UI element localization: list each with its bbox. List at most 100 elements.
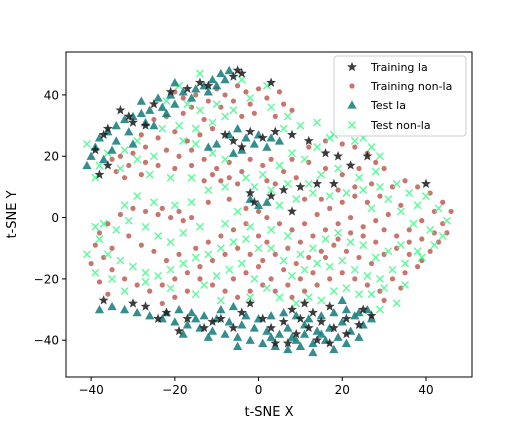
data-point-x <box>166 265 175 274</box>
data-point-x <box>367 290 376 299</box>
data-point-star <box>308 307 318 317</box>
data-point-x <box>275 201 284 210</box>
data-point-star <box>266 322 277 333</box>
legend-triangle-icon <box>347 100 357 109</box>
legend-item-training-non-la: Training non-la <box>349 80 452 93</box>
data-point-triangle <box>212 81 222 90</box>
data-point-star <box>245 126 256 136</box>
data-point-triangle <box>99 154 109 163</box>
data-point-star <box>232 65 243 75</box>
data-point-x <box>120 287 129 296</box>
data-point-x <box>128 262 137 271</box>
data-point-circle <box>172 129 178 135</box>
data-point-x <box>371 167 380 176</box>
data-point-circle <box>444 230 450 236</box>
data-point-circle <box>352 184 358 190</box>
data-point-circle <box>159 300 165 307</box>
data-point-circle <box>272 288 278 294</box>
data-point-triangle <box>354 332 364 341</box>
data-point-triangle <box>178 329 188 338</box>
data-point-circle <box>260 257 266 264</box>
data-point-circle <box>339 172 345 178</box>
data-point-star <box>320 147 331 158</box>
data-point-x <box>195 106 204 115</box>
data-point-triangle <box>107 301 117 311</box>
legend-star-icon <box>347 61 357 72</box>
data-point-triangle <box>128 139 138 148</box>
data-point-star <box>291 328 302 339</box>
data-point-x <box>283 231 292 240</box>
data-point-triangle <box>299 329 310 338</box>
data-point-circle <box>235 245 241 251</box>
data-point-circle <box>297 276 303 282</box>
data-point-x <box>133 192 142 201</box>
data-point-circle <box>247 101 253 107</box>
data-point-star <box>215 313 226 323</box>
data-point-circle <box>348 230 354 236</box>
data-point-star <box>140 120 151 130</box>
data-point-triangle <box>237 320 247 329</box>
data-point-circle <box>414 264 421 270</box>
data-point-x <box>187 198 196 207</box>
data-point-triangle <box>262 142 272 151</box>
data-point-circle <box>260 162 266 169</box>
data-point-circle <box>364 282 370 288</box>
data-point-star <box>299 298 310 308</box>
data-point-circle <box>184 288 190 294</box>
data-point-x <box>229 238 238 247</box>
data-point-triangle <box>249 323 259 332</box>
data-point-x <box>430 241 439 250</box>
data-point-circle <box>373 218 379 224</box>
data-point-x <box>350 136 359 145</box>
data-point-x <box>438 231 447 240</box>
data-point-triangle <box>216 304 226 314</box>
data-point-circle <box>348 214 354 221</box>
data-point-x <box>375 274 384 283</box>
data-point-triangle <box>191 84 201 93</box>
data-point-circle <box>222 92 228 98</box>
data-point-circle <box>243 205 249 211</box>
data-point-x <box>133 155 142 164</box>
data-point-circle <box>419 218 425 224</box>
data-point-circle <box>239 113 245 119</box>
data-point-star <box>236 141 247 152</box>
data-point-triangle <box>354 308 364 317</box>
data-point-circle <box>327 205 333 211</box>
data-point-x <box>283 112 292 121</box>
data-point-circle <box>335 187 341 193</box>
data-point-circle <box>427 190 433 196</box>
data-point-circle <box>247 288 253 294</box>
data-point-triangle <box>82 160 92 170</box>
x-tick-label: −20 <box>162 383 187 397</box>
data-point-triangle <box>316 329 326 338</box>
data-point-circle <box>193 245 199 251</box>
data-point-star <box>257 132 268 143</box>
data-point-circle <box>172 276 178 282</box>
data-point-triangle <box>304 314 314 323</box>
data-point-star <box>128 117 138 127</box>
data-point-x <box>346 238 355 247</box>
data-point-circle <box>126 162 132 169</box>
legend-circle-icon <box>349 83 355 89</box>
data-point-circle <box>264 239 270 245</box>
data-point-star <box>303 322 314 333</box>
data-point-circle <box>327 276 333 282</box>
data-point-circle <box>138 132 144 138</box>
data-point-circle <box>440 199 446 205</box>
data-point-circle <box>184 138 190 144</box>
data-point-x <box>191 139 200 148</box>
data-point-circle <box>243 270 249 276</box>
data-point-circle <box>222 251 228 257</box>
data-point-x <box>442 216 451 225</box>
data-point-circle <box>201 116 207 123</box>
data-point-x <box>329 287 338 296</box>
data-point-triangle <box>308 338 318 347</box>
legend-item-test-non-la: Test non-la <box>348 119 431 132</box>
legend-label-test-non-la: Test non-la <box>370 119 431 132</box>
data-point-x <box>208 118 217 127</box>
data-point-star <box>236 68 247 78</box>
data-point-x <box>250 182 259 191</box>
data-point-circle <box>117 211 124 218</box>
data-point-x <box>371 253 380 262</box>
data-point-triangle <box>228 301 239 311</box>
